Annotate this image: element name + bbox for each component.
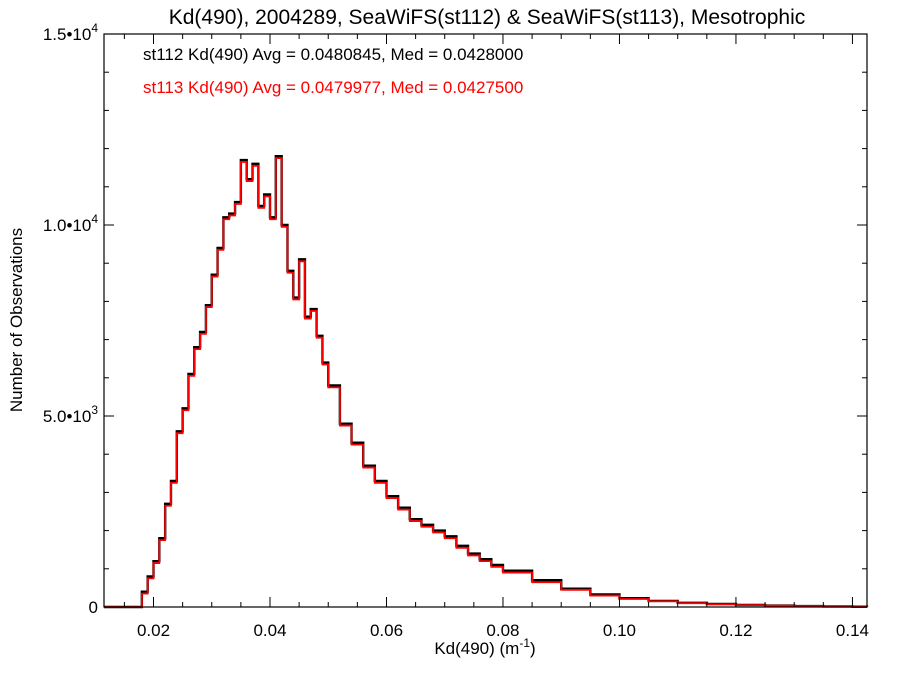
x-tick-label: 0.12 (719, 621, 752, 640)
x-axis: 0.02 0.04 0.06 0.08 0.10 0.12 0.14 (123, 34, 869, 640)
y-axis-label: Number of Observations (7, 228, 26, 412)
chart-title: Kd(490), 2004289, SeaWiFS(st112) & SeaWi… (169, 6, 806, 29)
series-1-line (104, 155, 869, 609)
y-tick-label: 1.5•104 (43, 21, 99, 44)
x-tick-label: 0.08 (486, 621, 519, 640)
y-tick-label: 1.0•104 (43, 212, 99, 235)
legend-annotations: st112 Kd(490) Avg = 0.0480845, Med = 0.0… (143, 45, 523, 97)
x-tick-label: 0.10 (603, 621, 636, 640)
series-2-line (104, 157, 868, 608)
plot-frame (103, 33, 868, 608)
series-layer (104, 155, 869, 609)
x-tick-label: 0.04 (253, 621, 286, 640)
x-axis-label: Kd(490) (m-1) (434, 636, 535, 658)
y-axis: 0 5.0•103 1.0•104 1.5•104 (43, 21, 867, 617)
annotation-1: st112 Kd(490) Avg = 0.0480845, Med = 0.0… (143, 45, 523, 64)
x-tick-label: 0.02 (137, 621, 170, 640)
y-tick-label: 0 (89, 598, 98, 617)
x-tick-label: 0.06 (370, 621, 403, 640)
y-tick-label: 5.0•103 (43, 403, 99, 426)
annotation-2: st113 Kd(490) Avg = 0.0479977, Med = 0.0… (143, 78, 523, 97)
x-tick-label: 0.14 (836, 621, 869, 640)
